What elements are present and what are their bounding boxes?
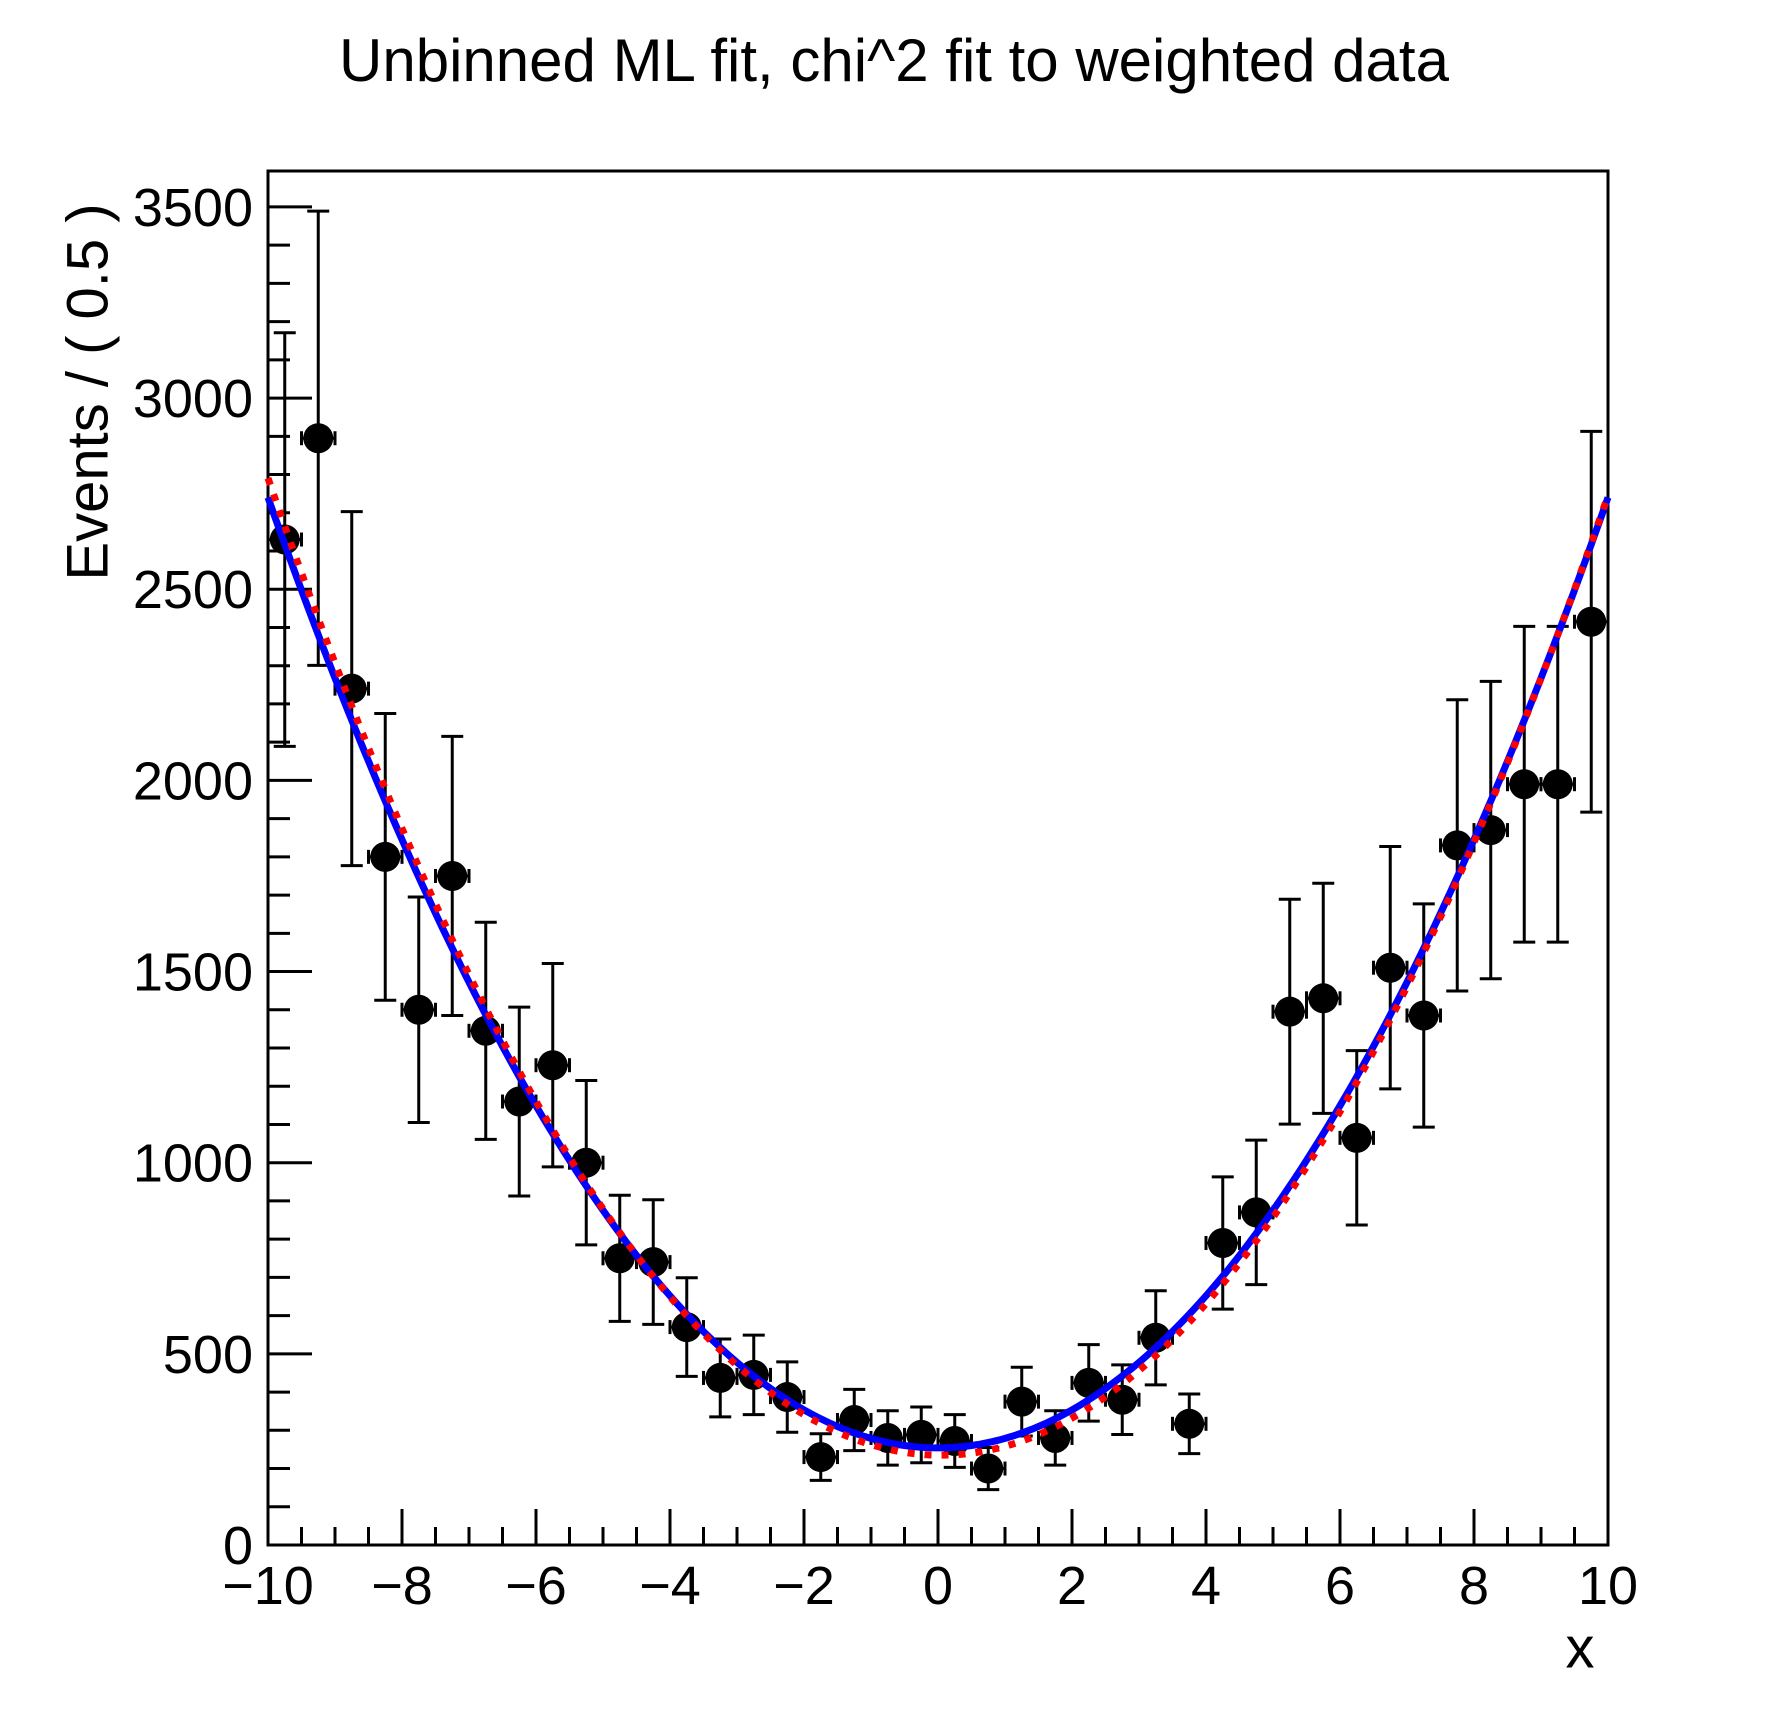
data-point-marker [1341,1122,1372,1153]
data-point-marker [1040,1422,1071,1453]
x-tick-label: −8 [371,1556,433,1616]
data-point-marker [805,1442,836,1473]
data-point [1338,1049,1375,1227]
x-axis-ticks [266,1509,1610,1545]
data-point [1204,1175,1241,1311]
data-point-marker [1576,606,1607,637]
data-point-marker [939,1426,970,1457]
plot-title: Unbinned ML fit, chi^2 fit to weighted d… [339,27,1449,94]
x-tick-label: 4 [1191,1556,1221,1616]
x-tick-label: −4 [639,1556,701,1616]
x-axis-tick-labels: −10 −8 −6 −4 −2 0 2 4 6 8 10 [222,1556,1638,1616]
y-tick-label: 3000 [133,369,253,429]
data-point-marker [973,1453,1004,1484]
data-point [802,1432,839,1482]
x-axis-title: x [1565,1615,1595,1681]
data-point-marker [1308,983,1339,1014]
data-point [367,711,404,1002]
data-point-marker [1274,996,1305,1027]
data-point-marker [1408,1000,1439,1031]
chi2-fit-curve [264,496,1612,1452]
data-point [434,734,471,1018]
data-point [936,1413,973,1469]
x-tick-label: 2 [1057,1556,1087,1616]
data-point [1305,881,1342,1115]
data-point [1372,845,1409,1091]
data-point [1573,429,1610,814]
data-point-marker [1509,769,1540,800]
data-point-marker [906,1419,937,1450]
data-point-marker [705,1362,736,1393]
y-tick-label: 1000 [133,1134,253,1194]
data-point [1271,897,1308,1126]
data-point [1506,624,1543,944]
data-point [1539,624,1576,944]
data-point-marker [604,1243,635,1274]
y-tick-label: 1500 [133,943,253,1003]
y-axis-ticks [268,205,312,1547]
data-point-marker [1140,1322,1171,1353]
data-point-marker [1107,1384,1138,1415]
x-tick-label: −10 [222,1556,314,1616]
data-point [1405,902,1442,1129]
y-tick-label: 3500 [133,178,253,238]
data-point-marker [303,423,334,454]
x-tick-label: 6 [1325,1556,1355,1616]
x-tick-label: −6 [505,1556,567,1616]
x-tick-label: 10 [1578,1556,1638,1616]
plot-frame [266,169,1610,1547]
y-axis-tick-labels: 0 500 1000 1500 2000 2500 3000 3500 [133,178,253,1576]
data-point [836,1387,873,1453]
data-point-marker [1375,952,1406,983]
data-point-marker [1207,1227,1238,1258]
y-tick-label: 0 [223,1516,253,1576]
data-points [266,209,1610,1492]
data-point-marker [1174,1408,1205,1439]
x-tick-label: −2 [773,1556,835,1616]
data-point-marker [1006,1386,1037,1417]
data-point [601,1193,638,1323]
x-tick-label: 8 [1459,1556,1489,1616]
data-point-marker [1073,1367,1104,1398]
data-point [1171,1392,1208,1456]
data-point-marker [403,994,434,1025]
data-point [400,895,437,1125]
y-tick-label: 500 [163,1325,253,1385]
y-tick-label: 2500 [133,560,253,620]
data-point-marker [370,841,401,872]
data-point-marker [537,1050,568,1081]
data-point [300,209,337,667]
data-point-marker [437,860,468,891]
x-tick-label: 0 [923,1556,953,1616]
data-point-marker [1542,769,1573,800]
y-tick-label: 2000 [133,751,253,811]
